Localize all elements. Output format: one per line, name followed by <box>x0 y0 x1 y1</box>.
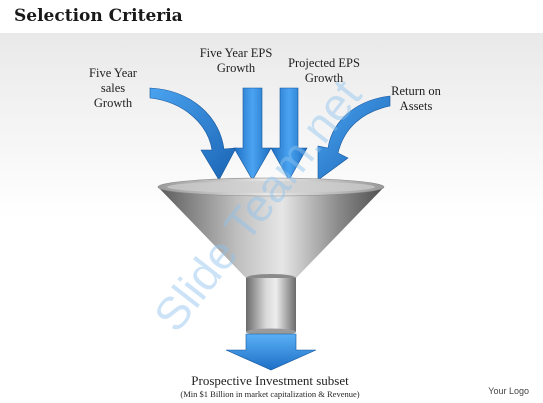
arrow-eps-growth <box>233 87 272 181</box>
arrow-projected-eps <box>270 87 308 181</box>
output-label: Prospective Investment subset <box>191 373 349 388</box>
label-return-on-assets: Return on Assets <box>391 84 441 113</box>
logo-placeholder: Your Logo <box>488 386 529 396</box>
output-note: (Min $1 Billion in market capitalization… <box>180 389 360 399</box>
output-arrow <box>225 333 317 371</box>
arrow-sales-growth <box>149 87 237 181</box>
funnel-spout <box>246 278 296 336</box>
label-projected-eps-growth: Projected EPS Growth <box>288 56 360 85</box>
funnel <box>157 177 385 282</box>
label-five-year-eps-growth: Five Year EPS Growth <box>199 46 273 75</box>
label-five-year-sales-growth: Five Year sales Growth <box>89 66 137 110</box>
page-title: Selection Criteria <box>14 6 183 26</box>
